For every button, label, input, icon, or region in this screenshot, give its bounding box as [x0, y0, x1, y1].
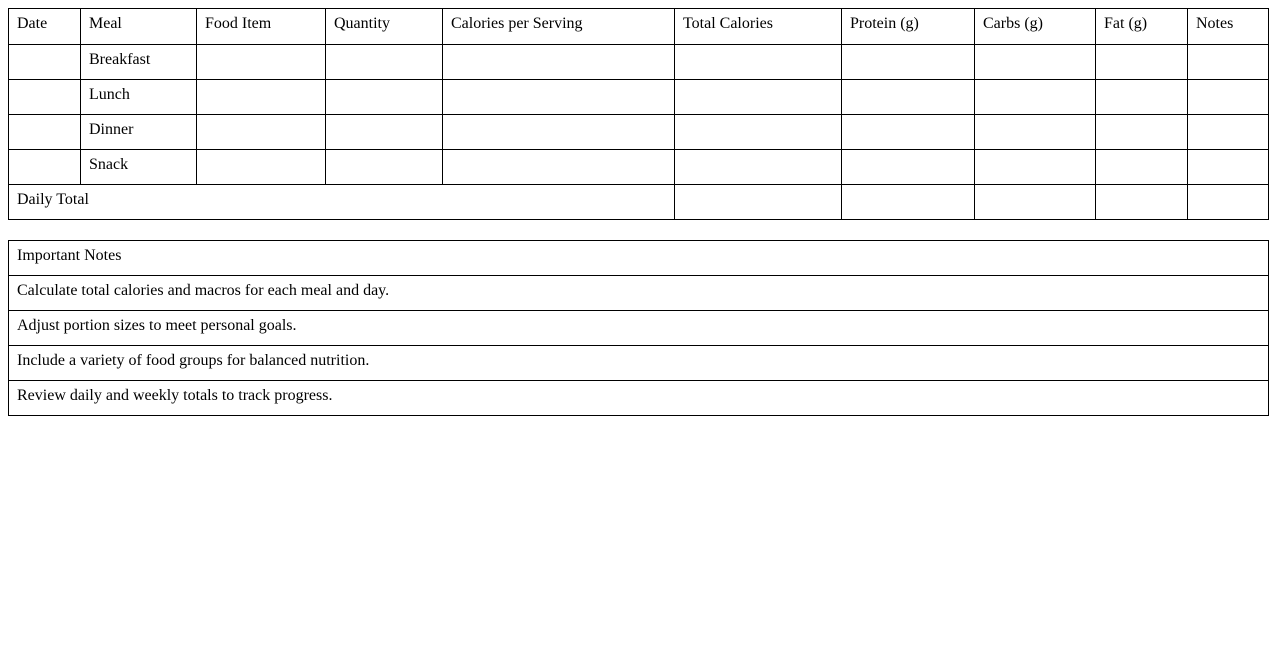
column-header-notes: Notes [1187, 8, 1269, 45]
notes-cell [1187, 184, 1269, 220]
carbs-cell [974, 79, 1096, 115]
quantity-cell [325, 79, 443, 115]
notes-cell [1187, 44, 1269, 80]
note-row: Review daily and weekly totals to track … [8, 380, 1269, 416]
meal-row-snack: Snack [8, 149, 1269, 185]
total-calories-cell [674, 114, 842, 150]
fat-cell [1095, 149, 1188, 185]
date-cell [8, 79, 81, 115]
column-header-calories-per-serving: Calories per Serving [442, 8, 675, 45]
carbs-cell [974, 44, 1096, 80]
notes-cell [1187, 149, 1269, 185]
meal-cell: Dinner [80, 114, 197, 150]
important-notes-title: Important Notes [8, 240, 1269, 276]
calories-per-serving-cell [442, 149, 675, 185]
column-header-food-item: Food Item [196, 8, 326, 45]
note-row: Calculate total calories and macros for … [8, 275, 1269, 311]
food-item-cell [196, 79, 326, 115]
date-cell [8, 114, 81, 150]
quantity-cell [325, 44, 443, 80]
protein-cell [841, 149, 975, 185]
column-header-carbs: Carbs (g) [974, 8, 1096, 45]
carbs-cell [974, 149, 1096, 185]
quantity-cell [325, 114, 443, 150]
quantity-cell [325, 149, 443, 185]
protein-cell [841, 114, 975, 150]
food-item-cell [196, 149, 326, 185]
meal-log-table: Date Meal Food Item Quantity Calories pe… [8, 8, 1269, 220]
total-calories-cell [674, 44, 842, 80]
note-item: Review daily and weekly totals to track … [8, 380, 1269, 416]
total-calories-cell [674, 149, 842, 185]
note-item: Include a variety of food groups for bal… [8, 345, 1269, 381]
total-calories-cell [674, 184, 842, 220]
daily-total-label: Daily Total [8, 184, 675, 220]
fat-cell [1095, 44, 1188, 80]
column-header-meal: Meal [80, 8, 197, 45]
meal-row-lunch: Lunch [8, 79, 1269, 115]
note-row: Include a variety of food groups for bal… [8, 345, 1269, 381]
important-notes-header-row: Important Notes [8, 240, 1269, 276]
meal-row-dinner: Dinner [8, 114, 1269, 150]
date-cell [8, 149, 81, 185]
food-item-cell [196, 44, 326, 80]
fat-cell [1095, 184, 1188, 220]
date-cell [8, 44, 81, 80]
notes-cell [1187, 114, 1269, 150]
meal-row-breakfast: Breakfast [8, 44, 1269, 80]
protein-cell [841, 79, 975, 115]
calories-per-serving-cell [442, 79, 675, 115]
meal-cell: Lunch [80, 79, 197, 115]
note-item: Calculate total calories and macros for … [8, 275, 1269, 311]
carbs-cell [974, 114, 1096, 150]
notes-cell [1187, 79, 1269, 115]
column-header-protein: Protein (g) [841, 8, 975, 45]
meal-cell: Snack [80, 149, 197, 185]
fat-cell [1095, 114, 1188, 150]
column-header-date: Date [8, 8, 81, 45]
column-header-fat: Fat (g) [1095, 8, 1188, 45]
protein-cell [841, 44, 975, 80]
meal-cell: Breakfast [80, 44, 197, 80]
fat-cell [1095, 79, 1188, 115]
note-item: Adjust portion sizes to meet personal go… [8, 310, 1269, 346]
carbs-cell [974, 184, 1096, 220]
meal-table-header-row: Date Meal Food Item Quantity Calories pe… [8, 8, 1269, 45]
daily-total-row: Daily Total [8, 184, 1269, 220]
calories-per-serving-cell [442, 114, 675, 150]
important-notes-table: Important Notes Calculate total calories… [8, 240, 1269, 416]
total-calories-cell [674, 79, 842, 115]
column-header-quantity: Quantity [325, 8, 443, 45]
protein-cell [841, 184, 975, 220]
note-row: Adjust portion sizes to meet personal go… [8, 310, 1269, 346]
column-header-total-calories: Total Calories [674, 8, 842, 45]
food-item-cell [196, 114, 326, 150]
calories-per-serving-cell [442, 44, 675, 80]
